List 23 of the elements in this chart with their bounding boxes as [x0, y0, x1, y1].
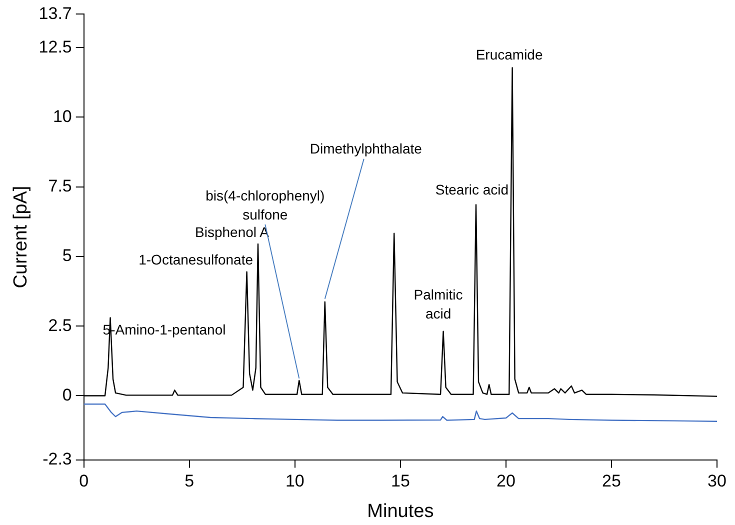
annotation: Erucamide	[476, 46, 543, 63]
x-axis-title: Minutes	[367, 500, 434, 522]
x-tick-label: 0	[79, 472, 89, 491]
y-axis-title: Current [pA]	[10, 186, 32, 288]
y-tick-label: -2.3	[42, 449, 72, 468]
y-tick-label: 0	[62, 385, 72, 404]
x-tick-label: 10	[285, 472, 304, 491]
y-tick-label: 12.5	[38, 37, 72, 56]
y-tick-label: 10	[52, 106, 72, 126]
annotation: Stearic acid	[435, 182, 509, 198]
x-tick-label: 20	[496, 472, 516, 491]
x-tick-label: 25	[602, 472, 621, 491]
annotation: Dimethylphthalate	[310, 140, 422, 157]
x-tick-label: 15	[390, 472, 410, 491]
y-tick-label: 2.5	[48, 316, 72, 335]
annotation: 1-Octanesulfonate	[138, 252, 254, 268]
annotation: bis(4-chlorophenyl) sulfone	[206, 187, 325, 222]
y-tick-label: 7.5	[48, 176, 72, 196]
x-tick-label: 30	[708, 472, 726, 491]
y-tick-label: 5	[62, 246, 72, 266]
y-tick-label: 13.7	[38, 4, 72, 23]
annotation: Palmitic acid	[414, 286, 463, 322]
x-tick-label: 5	[184, 472, 194, 491]
